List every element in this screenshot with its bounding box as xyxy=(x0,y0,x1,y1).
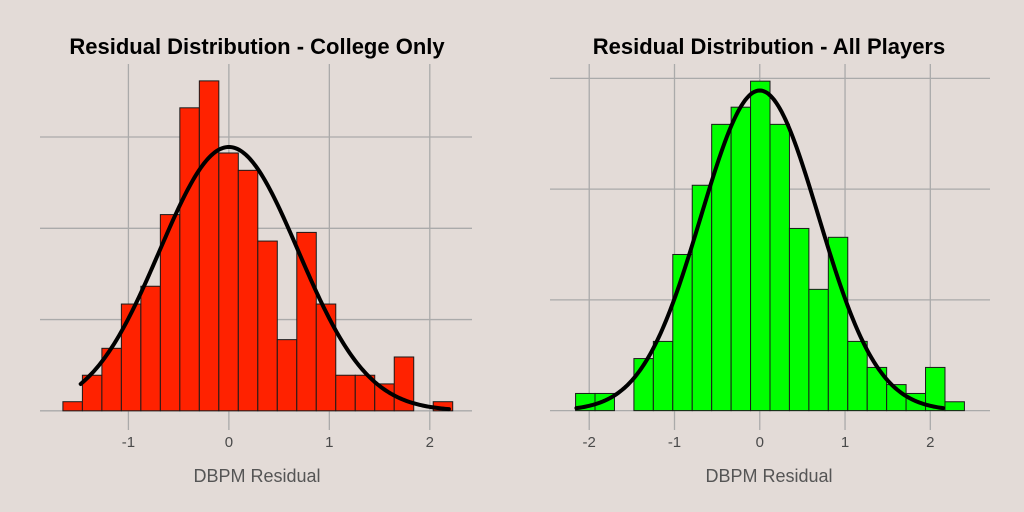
histogram-bar xyxy=(140,285,161,412)
panel-college-only: Residual Distribution - College Only DBP… xyxy=(40,34,472,486)
x-axis-label: DBPM Residual xyxy=(193,466,320,486)
histogram-bar xyxy=(120,303,142,412)
chart-title: Residual Distribution - All Players xyxy=(593,34,945,59)
x-tick-label: 0 xyxy=(225,434,233,451)
panel-all-players: Residual Distribution - All Players DBPM… xyxy=(550,34,990,486)
histogram-bar xyxy=(827,236,849,412)
x-tick-label: 2 xyxy=(926,434,934,451)
normal-density-curve xyxy=(78,145,451,412)
histogram-bar xyxy=(944,401,965,412)
x-tick-label: 1 xyxy=(325,434,333,451)
histogram-bar xyxy=(276,339,298,412)
histogram-bar xyxy=(730,106,752,412)
histogram-bar xyxy=(198,80,220,412)
histogram-bar xyxy=(218,152,239,412)
histogram-bar xyxy=(652,340,674,412)
histogram-bar xyxy=(925,366,946,412)
histogram-bar xyxy=(808,288,829,412)
histogram-bar xyxy=(335,374,356,412)
histogram-bar xyxy=(237,169,259,412)
histogram-bar xyxy=(769,123,790,412)
normal-density-curve xyxy=(574,88,946,411)
x-axis-label: DBPM Residual xyxy=(705,466,832,486)
histogram-bar xyxy=(788,227,810,412)
x-tick-label: 2 xyxy=(426,434,434,451)
chart-title: Residual Distribution - College Only xyxy=(69,34,445,59)
histogram-bar xyxy=(750,80,771,412)
histogram-bar xyxy=(315,303,337,412)
x-tick-label: 0 xyxy=(756,434,764,451)
x-tick-label: -1 xyxy=(122,434,135,451)
histogram-bar xyxy=(62,401,83,412)
x-tick-label: -2 xyxy=(583,434,596,451)
histogram-bar xyxy=(847,340,868,412)
histogram-bar xyxy=(257,240,278,412)
x-tick-label: 1 xyxy=(841,434,849,451)
x-tick-label: -1 xyxy=(668,434,681,451)
histogram-bar xyxy=(179,107,200,412)
